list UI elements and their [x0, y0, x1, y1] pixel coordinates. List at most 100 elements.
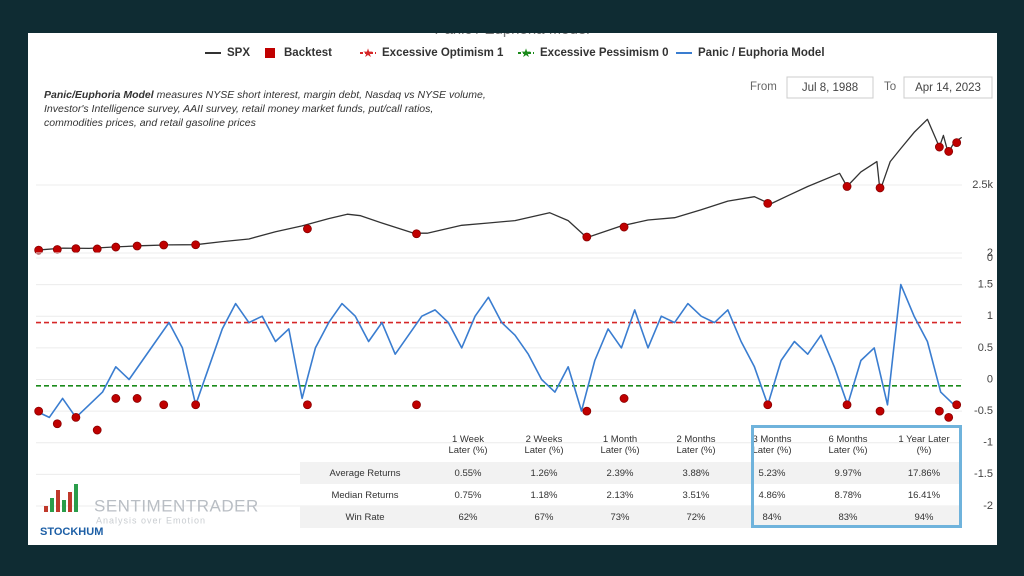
table-cell: 94% — [886, 506, 962, 528]
description-bold: Panic/Euphoria Model — [44, 89, 155, 101]
backtest-point — [412, 229, 421, 239]
panel — [28, 22, 997, 545]
logo-bar — [56, 490, 60, 512]
column-header: 6 Months Later (%) — [828, 434, 868, 456]
table-row: Average Returns 0.55% 1.26% 2.39% 3.88% 5.23%… — [300, 462, 962, 484]
y-tick-label: 0.5 — [978, 342, 993, 354]
table-row: Win Rate 62% 67% 73% 72% 84% 83% 94% — [300, 506, 962, 528]
backtest-point — [763, 198, 773, 208]
row-label: Median Returns — [331, 489, 399, 501]
backtest-point — [34, 245, 44, 255]
backtest-point — [71, 244, 81, 254]
logo-bar — [68, 492, 72, 512]
y-tick-label: -1 — [983, 437, 993, 449]
backtest-point — [582, 232, 592, 242]
watermark-logo: STOCKHUM — [40, 526, 103, 538]
table-cell: 17.86% — [886, 462, 962, 484]
logo-bar — [44, 506, 48, 512]
backtest-point — [52, 419, 62, 429]
backtest-point — [875, 406, 885, 416]
backtest-point — [952, 138, 962, 148]
column-header: 1 Week Later (%) — [448, 434, 488, 456]
legend-label: Excessive Optimism 1 — [382, 47, 504, 59]
y-tick-label: 2.5k — [972, 179, 993, 191]
description-line: commodities prices, and retail gasoline … — [44, 117, 257, 129]
backtest-point — [132, 241, 142, 251]
table-cell: 1.26% — [506, 462, 582, 484]
description-line: Investor's Intelligence survey, AAII sur… — [44, 103, 433, 115]
backtest-point — [52, 245, 62, 254]
y-tick-label: 1 — [987, 310, 993, 322]
backtest-point — [619, 222, 629, 232]
table-cell: 1.18% — [530, 489, 558, 501]
legend-label: SPX — [227, 47, 250, 59]
backtest-point — [875, 183, 885, 193]
column-header: 1 Month Later (%) — [600, 434, 640, 456]
table-cell: 62% — [430, 506, 506, 528]
logo-bar — [62, 500, 66, 512]
table-cell: 73% — [582, 506, 658, 528]
from-input — [786, 76, 874, 99]
y-tick-label: -1.5 — [974, 468, 993, 480]
backtest-point — [412, 400, 421, 410]
from-label: From — [750, 81, 777, 93]
backtest-point — [842, 182, 852, 191]
backtest-point — [191, 400, 201, 410]
backtest-point — [71, 413, 81, 422]
backtest-point — [159, 400, 169, 410]
backtest-point — [111, 242, 121, 252]
from-value: Jul 8, 1988 — [802, 82, 858, 94]
to-input — [903, 76, 993, 99]
y-tick-label: 0 — [987, 252, 993, 264]
watermark-brand: SENTIMENTRADER — [94, 496, 259, 515]
y-tick-label: -2 — [983, 500, 993, 512]
legend-label: Excessive Pessimism 0 — [540, 47, 669, 59]
table-cell: 0.75% — [454, 489, 482, 501]
backtest-point — [842, 400, 852, 410]
table-cell: 8.78% — [834, 489, 862, 501]
backtest-point — [111, 394, 121, 403]
table-cell: 0.55% — [430, 462, 506, 484]
top-border — [0, 0, 1024, 33]
table-row: Median Returns 0.75% 1.18% 2.13% 3.51% 4.86% 8… — [300, 484, 962, 506]
column-header: 1 Year Later (%) — [898, 434, 950, 456]
backtest-point — [763, 400, 773, 410]
backtest-point — [92, 244, 102, 254]
row-label: Win Rate — [300, 506, 430, 528]
highlight-box — [751, 425, 962, 528]
logo-bar — [74, 484, 78, 512]
backtest-point — [934, 142, 944, 152]
series-line — [35, 283, 955, 419]
table-cell: 83% — [810, 506, 886, 528]
stats-table: 1 Week Later (%) 2 Weeks Later (%) 1 Month… — [300, 428, 962, 528]
logo-bar — [50, 498, 54, 512]
backtest-point — [191, 240, 201, 250]
table-cell: 4.86% — [758, 489, 786, 501]
corner — [300, 428, 430, 462]
column-header: 3 Months Later (%) — [752, 434, 792, 456]
legend-label: Backtest — [284, 47, 332, 59]
backtest-point — [303, 400, 312, 410]
table-cell: 3.51% — [682, 489, 710, 501]
backtest-point — [619, 394, 629, 403]
backtest-point — [944, 147, 954, 156]
backtest-point — [159, 240, 169, 250]
legend-label: Panic / Euphoria Model — [698, 47, 825, 59]
y-tick-label: 1.5 — [978, 279, 993, 291]
y-tick-label: 2 — [987, 247, 993, 259]
column-header: 2 Months Later (%) — [676, 434, 716, 456]
backtest-point — [34, 406, 44, 416]
backtest-point — [303, 224, 312, 234]
table-cell: 3.88% — [658, 462, 734, 484]
plot: Panic / Euphoria Model 0 2.5k -2 -1.5 -1 -0.5 0… — [34, 21, 993, 538]
table-cell: 9.97% — [810, 462, 886, 484]
legend-swatch — [265, 48, 275, 58]
column-header: 2 Weeks Later (%) — [524, 434, 564, 456]
watermark-tagline: Analysis over Emotion — [96, 515, 206, 525]
description: Panic/Euphoria Model measures NYSE short… — [44, 89, 486, 101]
description-line: measures NYSE short interest, margin deb… — [154, 89, 486, 101]
backtest-point — [92, 425, 102, 435]
legend-star: ★ — [521, 46, 532, 60]
